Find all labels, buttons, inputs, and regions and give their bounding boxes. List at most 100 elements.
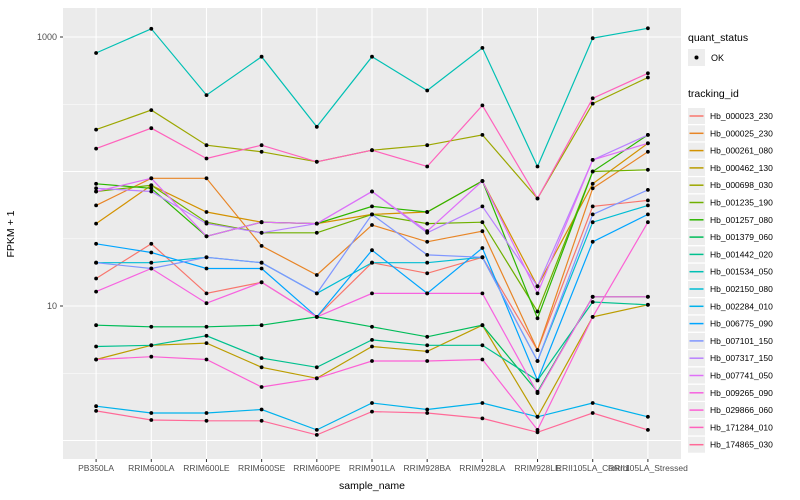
legend-label: Hb_007101_150 [710, 336, 773, 346]
data-point [646, 71, 650, 76]
data-point [94, 409, 98, 413]
data-point [259, 280, 264, 285]
legend-label-quant-status: OK [711, 53, 724, 63]
data-point [370, 248, 374, 253]
data-point [94, 186, 98, 191]
legend-items: OK Hb_000023_230 Hb_000025_230 Hb_000261_08… [688, 49, 773, 453]
data-point [590, 315, 595, 319]
data-point [480, 133, 485, 137]
legend-tracking-id-title: tracking_id [688, 88, 739, 100]
legend-label: Hb_000261_080 [710, 146, 773, 156]
data-point [204, 143, 209, 148]
x-tick-label: RRIM928BA [404, 463, 452, 473]
data-point [204, 234, 209, 239]
data-point [259, 365, 264, 370]
data-point [590, 411, 595, 415]
data-point [590, 294, 595, 299]
data-point [480, 416, 485, 421]
data-point [646, 149, 650, 154]
data-point [646, 302, 650, 307]
data-point [259, 54, 264, 59]
legend-label: Hb_171284_010 [710, 422, 773, 432]
x-tick-label: PB350LA [78, 463, 114, 473]
data-point [149, 176, 154, 181]
data-point [314, 291, 319, 296]
data-points [94, 26, 650, 437]
data-point [149, 189, 154, 194]
data-point [204, 255, 209, 260]
legend-label: Hb_001379_060 [710, 232, 773, 242]
data-point [259, 418, 264, 423]
legend-label: Hb_000025_230 [710, 128, 773, 138]
data-point [370, 223, 374, 227]
data-point [204, 93, 209, 97]
legend-label: Hb_001442_020 [710, 249, 773, 259]
data-point [535, 348, 540, 352]
data-point [646, 26, 650, 31]
data-point [425, 271, 430, 276]
data-point [94, 404, 98, 409]
data-point [149, 418, 154, 422]
data-point [590, 96, 595, 101]
data-point [149, 186, 154, 191]
data-point [535, 430, 540, 435]
data-point [646, 75, 650, 80]
data-point [590, 181, 595, 186]
data-point [425, 229, 430, 234]
y-axis-title: FPKM + 1 [5, 210, 17, 257]
data-point [94, 203, 98, 208]
data-point [259, 385, 264, 389]
data-point [204, 411, 209, 415]
data-point [480, 204, 485, 209]
data-point [259, 220, 264, 225]
data-point [425, 164, 430, 169]
data-point [259, 323, 264, 328]
x-tick-label: RRII105LA_Stressed [608, 463, 688, 473]
x-tick-label: RRIM600SE [238, 463, 286, 473]
data-point [425, 349, 430, 354]
data-point [314, 428, 319, 432]
data-point [314, 365, 319, 370]
data-point [94, 127, 98, 132]
data-point [149, 354, 154, 359]
data-point [149, 260, 154, 265]
data-point [535, 284, 540, 289]
data-point [590, 239, 595, 244]
data-point [480, 179, 485, 183]
x-tick-label: RRIM928LA [459, 463, 506, 473]
axes: PB350LA RRIM600LA RRIM600LE RRIM600SE RRIM60… [37, 32, 688, 473]
data-point [480, 255, 485, 260]
data-point [370, 401, 374, 405]
data-point [535, 291, 540, 296]
legend-point-symbol [694, 55, 699, 60]
data-point [590, 220, 595, 225]
legend-label: Hb_000023_230 [710, 111, 773, 121]
legend-quant-status-title: quant_status [688, 32, 748, 44]
data-point [425, 260, 430, 265]
legend-label: Hb_000462_130 [710, 163, 773, 173]
data-point [480, 291, 485, 296]
x-tick-label: RRIM600LA [128, 463, 175, 473]
data-point [204, 418, 209, 423]
x-tick-label: RRIM600LE [183, 463, 230, 473]
data-point [149, 26, 154, 31]
data-point [425, 359, 430, 363]
data-point [94, 260, 98, 265]
data-point [204, 333, 209, 338]
data-point [370, 338, 374, 342]
data-point [425, 253, 430, 257]
data-point [259, 230, 264, 235]
data-point [590, 401, 595, 405]
data-point [535, 414, 540, 419]
data-point [204, 301, 209, 306]
data-point [149, 126, 154, 131]
legend-label: Hb_002284_010 [710, 301, 773, 311]
data-point [204, 221, 209, 226]
data-point [480, 220, 485, 225]
data-point [94, 289, 98, 294]
data-point [535, 164, 540, 169]
x-tick-label: RRIM901LA [349, 463, 396, 473]
data-point [259, 266, 264, 271]
